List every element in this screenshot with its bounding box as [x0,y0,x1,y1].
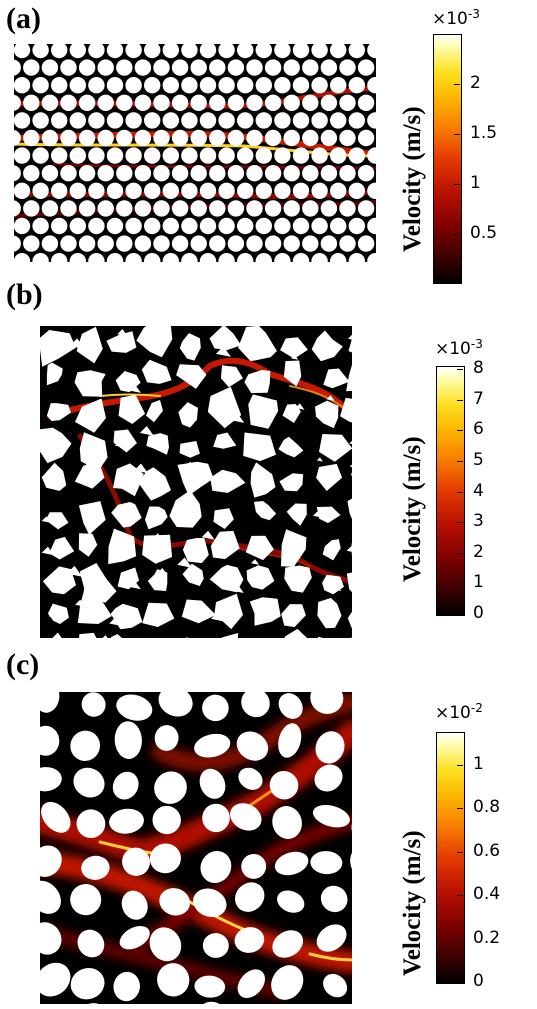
panel-c-colorbar-multiplier: ×10-2 [435,701,483,723]
colorbar-tick-label: 4 [473,480,484,501]
colorbar-tick-mark [457,938,463,940]
panel-b-letter: (b) [6,278,43,311]
colorbar-tick-label: 0.8 [473,797,501,818]
colorbar-tick-mark [457,614,463,615]
colorbar-tick-mark [457,522,463,524]
colorbar-tick-mark [457,491,463,493]
panel-c-letter: (c) [6,648,40,681]
panel-c-colorbar-label: Velocity (m/s) [399,830,426,976]
colorbar-tick-label: 0.2 [473,927,501,948]
colorbar-tick-mark [454,134,460,135]
colorbar-tick-label: 0.6 [473,840,501,861]
colorbar-tick-mark [457,851,463,853]
panel-a-colorbar-label: Velocity (m/s) [399,106,426,252]
panel-c-colorbar [436,732,465,984]
panel-b-colorbar [436,366,465,616]
panel-b-velocity-map [40,326,352,638]
colorbar-tick-mark [454,84,460,85]
panel-b-colorbar-multiplier: ×10-3 [435,337,483,359]
colorbar-tick-label: 1 [473,572,484,593]
colorbar-tick-label: 1 [470,173,481,193]
panel-c-velocity-map [40,692,352,1004]
colorbar-tick-label: 1 [473,753,484,774]
colorbar-tick-mark [457,369,463,371]
colorbar-tick-label: 0.4 [473,884,501,905]
colorbar-tick-mark [457,808,463,810]
panel-b-colorbar-label: Velocity (m/s) [399,436,426,582]
panel-a-colorbar [433,34,462,284]
colorbar-tick-label: 0 [473,971,484,991]
colorbar-tick-label: 0 [473,603,484,623]
panel-a-velocity-map [14,44,376,262]
colorbar-tick-label: 3 [473,511,484,532]
colorbar-tick-mark [457,399,463,401]
panel-a-pore-grid [14,44,376,262]
panel-a-colorbar-multiplier: ×10-3 [432,7,480,29]
colorbar-tick-mark [457,764,463,766]
colorbar-tick-mark [457,895,463,897]
colorbar-tick-mark [457,460,463,462]
colorbar-tick-label: 5 [473,449,484,470]
panel-c-pore-structure [40,692,352,1004]
colorbar-tick-mark [454,234,460,235]
colorbar-tick-mark [454,184,460,185]
panel-b-pore-structure [40,326,352,638]
colorbar-tick-mark [457,430,463,432]
colorbar-tick-mark [457,982,463,983]
colorbar-tick-label: 2 [473,541,484,562]
colorbar-tick-mark [457,583,463,585]
colorbar-tick-label: 0.5 [470,223,498,243]
colorbar-tick-label: 6 [473,419,484,440]
colorbar-tick-label: 8 [473,358,484,379]
colorbar-tick-mark [457,552,463,554]
colorbar-tick-label: 1.5 [470,123,498,143]
panel-a-letter: (a) [6,2,41,35]
colorbar-tick-label: 2 [470,73,481,93]
colorbar-tick-label: 7 [473,388,484,409]
